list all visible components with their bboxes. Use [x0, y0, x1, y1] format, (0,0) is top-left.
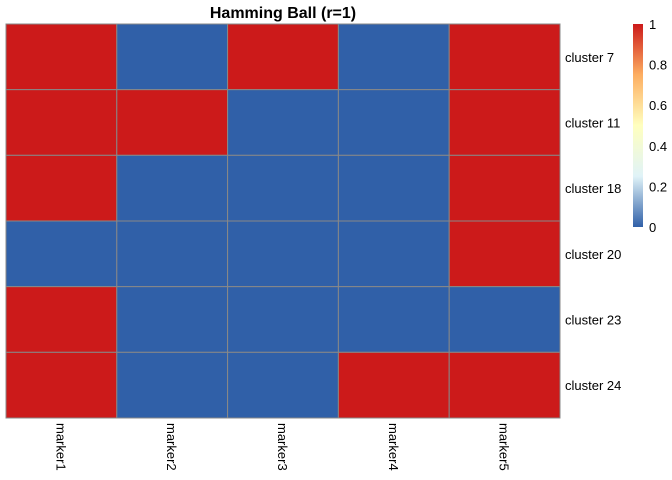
column-labels: marker1 marker2 marker3 marker4 marker5 [53, 423, 511, 471]
heatmap-cell [116, 351, 229, 419]
legend-tick-label: 1 [649, 17, 656, 32]
heatmap-cell [5, 351, 118, 419]
heatmap-cell [448, 89, 561, 156]
heatmap-cell [448, 220, 561, 288]
column-label: marker5 [497, 423, 512, 471]
row-labels: cluster 7 cluster 11 cluster 18 cluster 20 c… [565, 50, 621, 393]
legend-tick-label: 0.6 [649, 98, 667, 113]
legend-tick-label: 0.2 [649, 179, 667, 194]
heatmap-cell [5, 154, 118, 222]
row-label: cluster 20 [565, 247, 621, 262]
heatmap-cell [337, 351, 450, 419]
heatmap-cell [227, 351, 339, 419]
heatmap-cell [116, 286, 229, 353]
heatmap-cell [5, 89, 118, 156]
heatmap-cell [227, 23, 339, 91]
heatmap-cell [116, 154, 229, 222]
column-label: marker3 [275, 423, 290, 471]
heatmap-cell [448, 23, 561, 91]
column-label: marker2 [164, 423, 179, 471]
row-label: cluster 18 [565, 181, 621, 196]
row-label: cluster 23 [565, 313, 621, 328]
heatmap-cell [227, 89, 339, 156]
heatmap-cell [337, 23, 450, 91]
heatmap-cell [448, 351, 561, 419]
row-label: cluster 24 [565, 378, 621, 393]
chart-title: Hamming Ball (r=1) [210, 5, 356, 22]
heatmap-cells [5, 23, 561, 419]
column-label: marker1 [53, 423, 68, 471]
heatmap-cell [448, 286, 561, 353]
heatmap-cell [337, 154, 450, 222]
legend-colorbar [633, 24, 643, 227]
heatmap-cell [448, 154, 561, 222]
heatmap-cell [5, 23, 118, 91]
heatmap-cell [5, 286, 118, 353]
color-legend: 0 0.2 0.4 0.6 0.8 1 [633, 17, 667, 235]
legend-tick-label: 0.8 [649, 58, 667, 73]
legend-tick-label: 0 [649, 220, 656, 235]
heatmap-cell [5, 220, 118, 288]
heatmap-cell [227, 154, 339, 222]
legend-tick-label: 0.4 [649, 139, 667, 154]
heatmap-cell [116, 220, 229, 288]
heatmap-cell [227, 286, 339, 353]
heatmap-cell [227, 220, 339, 288]
row-label: cluster 11 [565, 116, 620, 131]
heatmap-cell [116, 89, 229, 156]
heatmap-cell [116, 23, 229, 91]
heatmap-cell [337, 286, 450, 353]
heatmap-cell [337, 220, 450, 288]
heatmap-cell [337, 89, 450, 156]
row-label: cluster 7 [565, 50, 614, 65]
column-label: marker4 [386, 423, 401, 471]
